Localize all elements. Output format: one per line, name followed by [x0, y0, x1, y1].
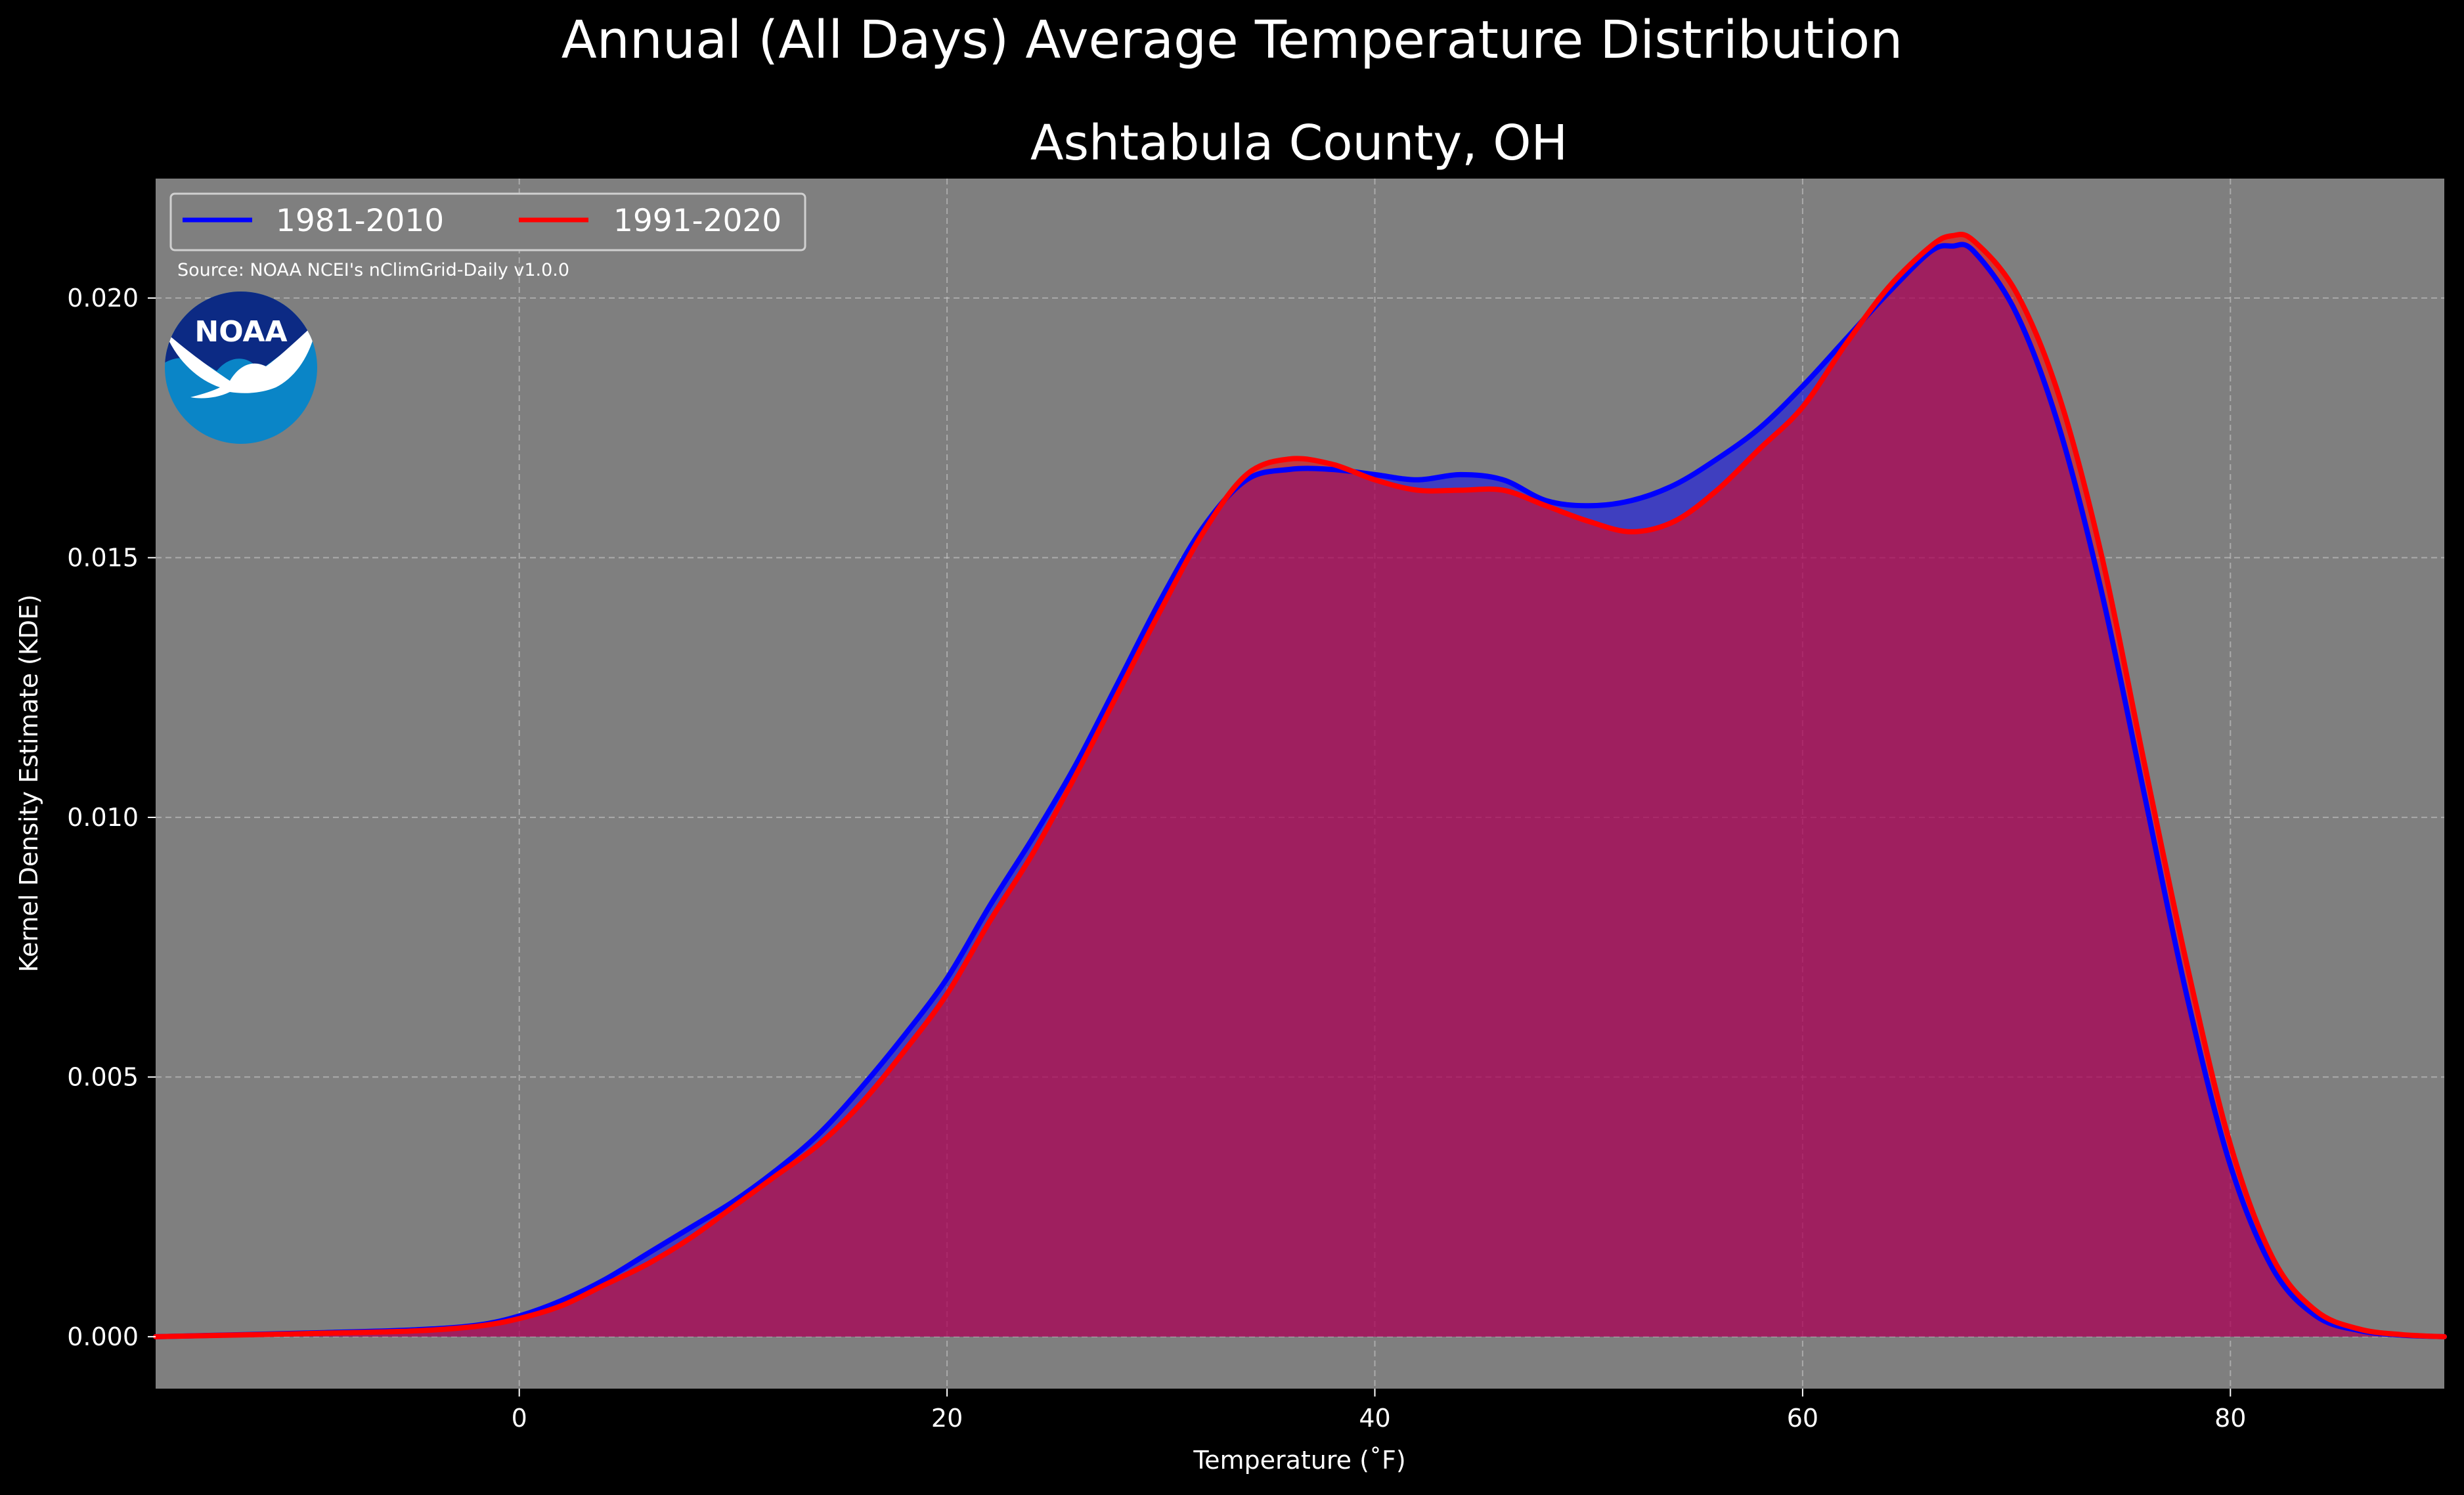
chart-subtitle: Ashtabula County, OH	[1030, 115, 1568, 171]
y-axis-label: Kernel Density Estimate (KDE)	[14, 594, 43, 972]
x-axis-ticks: 0 20 40 60 80	[512, 1389, 2246, 1433]
x-axis-label: Temperature (˚F)	[1193, 1446, 1405, 1475]
y-axis-ticks: 0.000 0.005 0.010 0.015 0.020	[67, 284, 156, 1351]
series-fill-1991-2020	[156, 234, 2444, 1337]
y-tick-label: 0.005	[67, 1062, 139, 1091]
legend-label-1981-2010: 1981-2010	[276, 203, 444, 239]
series-line-1991-2020	[153, 232, 2447, 1339]
y-tick-label: 0.010	[67, 803, 139, 832]
x-tick-label: 20	[931, 1404, 963, 1433]
x-tick-label: 0	[512, 1404, 527, 1433]
series-fills	[156, 234, 2444, 1337]
y-tick-label: 0.000	[67, 1322, 139, 1351]
legend-label-1991-2020: 1991-2020	[613, 203, 781, 239]
x-tick-label: 40	[1359, 1404, 1390, 1433]
y-tick-label: 0.015	[67, 543, 139, 572]
y-tick-label: 0.020	[67, 284, 139, 313]
chart-title: Annual (All Days) Average Temperature Di…	[561, 10, 1903, 70]
series-lines	[153, 232, 2447, 1339]
series-line-1981-2010	[153, 242, 2447, 1339]
noaa-logo-text: NOAA	[194, 315, 287, 349]
x-tick-label: 80	[2214, 1404, 2246, 1433]
x-tick-label: 60	[1787, 1404, 1818, 1433]
source-text: Source: NOAA NCEI's nClimGrid-Daily v1.0…	[177, 260, 569, 280]
legend: 1981-2010 1991-2020	[169, 192, 806, 251]
legend-box	[169, 192, 806, 251]
